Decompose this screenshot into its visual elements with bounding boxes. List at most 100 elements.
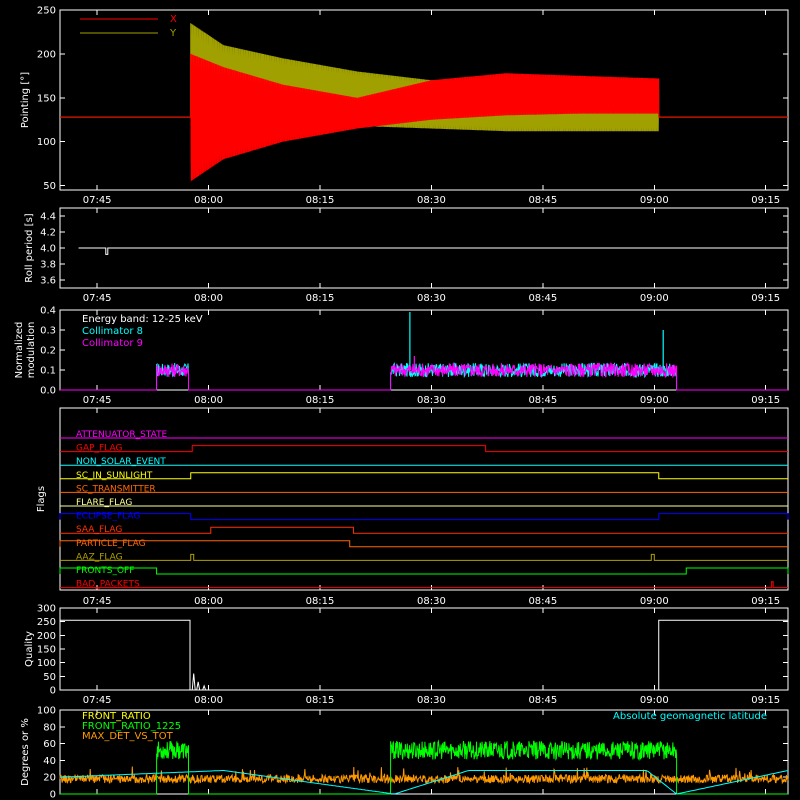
x-tick-label: 07:45 (83, 695, 112, 706)
x-tick-label: 08:00 (194, 695, 223, 706)
x-tick-label: 08:45 (528, 195, 557, 206)
panel-pointing-frame (59, 9, 789, 191)
modulation-series-1 (60, 362, 788, 391)
x-tick-label: 08:15 (306, 195, 335, 206)
y-tick-label: 4.0 (40, 244, 56, 255)
y-tick-label: 100 (37, 706, 56, 717)
panel-ratios-series (59, 710, 789, 795)
x-tick-label: 08:15 (306, 395, 335, 406)
flag-line-saa-flag (60, 526, 788, 534)
panel-roll-xticks: 07:45 08:00 08:15 08:30 08:45 09:00 09:15 (83, 208, 780, 304)
x-tick-label: 09:00 (640, 195, 669, 206)
legend-y-label: Y (169, 28, 177, 39)
flag-label-aaz-flag: AAZ_FLAG (76, 552, 123, 562)
x-tick-label: 09:15 (751, 596, 780, 607)
y-tick-label: 0.3 (40, 326, 56, 337)
x-tick-label: 09:15 (751, 195, 780, 206)
x-tick-label: 08:45 (528, 395, 557, 406)
panel-roll-yticks: 3.6 3.8 4.0 4.2 4.4 (40, 212, 788, 287)
y-tick-label: 300 (37, 604, 56, 615)
ratios-front-ratio-1225-line (60, 739, 788, 795)
y-tick-label: 100 (37, 658, 56, 669)
flag-line-eclipse-flag (59, 513, 789, 521)
roll-period-line (78, 247, 788, 255)
flag-label-particle-flag: PARTICLE_FLAG (76, 539, 146, 549)
pointing-series-x (60, 53, 788, 181)
y-tick-label: 150 (37, 93, 56, 104)
panel-ratios-ylabel: Degrees or % (20, 718, 31, 786)
flag-label-fronts-off: FRONTS_OFF (76, 566, 134, 576)
flag-label-gap-flag: GAP_FLAG (76, 444, 122, 454)
flag-label-saa-flag: SAA_FLAG (76, 525, 122, 535)
panel-roll-series (78, 247, 788, 255)
panel-quality-yticks: 0 50 100 150 200 250 300 (37, 604, 788, 697)
y-tick-label: 200 (37, 631, 56, 642)
panel-flags-series: ATTENUATOR_STATE GAP_FLAG NON_SOLAR_EVENT S… (59, 430, 789, 590)
x-tick-label: 08:30 (417, 596, 446, 607)
flag-line-sc-in-sunlight (60, 472, 788, 480)
y-tick-label: 80 (43, 722, 56, 733)
x-tick-label: 08:45 (528, 596, 557, 607)
flag-line-particle-flag (59, 540, 788, 548)
y-tick-label: 250 (37, 6, 56, 17)
x-tick-label: 07:45 (83, 395, 112, 406)
modulation-legend-collimator8: Collimator 8 (82, 326, 143, 337)
y-tick-label: 60 (43, 739, 56, 750)
x-tick-label: 09:15 (751, 695, 780, 706)
y-tick-label: 200 (37, 49, 56, 60)
x-tick-label: 08:45 (528, 293, 557, 304)
quality-line (60, 619, 788, 691)
panel-pointing-legend: X Y (80, 14, 177, 39)
panel-flags-frame (59, 407, 789, 591)
flag-label-attenuator-state: ATTENUATOR_STATE (76, 430, 168, 440)
panel-modulation-ylabel-1: Normalized (14, 322, 25, 379)
y-tick-label: 150 (37, 645, 56, 656)
y-tick-label: 50 (43, 181, 56, 192)
x-tick-label: 08:30 (417, 293, 446, 304)
y-tick-label: 0 (50, 686, 56, 697)
x-tick-label: 08:00 (194, 195, 223, 206)
y-tick-label: 0.4 (40, 306, 56, 317)
panel-quality-series (60, 619, 788, 691)
y-tick-label: 40 (43, 756, 56, 767)
flag-line-gap-flag (60, 445, 788, 453)
x-tick-label: 08:30 (417, 695, 446, 706)
panel-modulation-xticks: 07:45 08:00 08:15 08:30 08:45 09:00 09:15 (83, 310, 780, 406)
panel-modulation-series (60, 312, 788, 391)
x-tick-label: 08:15 (306, 596, 335, 607)
panel-flags-ylabel: Flags (36, 486, 47, 512)
flag-label-sc-transmitter: SC_TRANSMITTER (76, 484, 156, 494)
ratios-legend-geomag-latitude: Absolute geomagnetic latitude (613, 711, 767, 722)
legend-x-label: X (170, 14, 177, 25)
x-tick-label: 08:15 (306, 293, 335, 304)
y-tick-label: 3.6 (40, 276, 56, 287)
y-tick-label: 100 (37, 137, 56, 148)
flag-line-aaz-flag (60, 553, 788, 561)
x-tick-label: 08:15 (306, 695, 335, 706)
panel-ratios-frame (59, 709, 789, 795)
panel-pointing: Pointing [°] 50 100 150 200 250 07:45 08:00 08… (20, 6, 789, 206)
modulation-legend-collimator9: Collimator 9 (82, 338, 143, 349)
panel-modulation: Normalized modulation 0.0 0.1 0.2 0.3 0.4 07… (14, 306, 789, 406)
panel-pointing-yticks: 50 100 150 200 250 (37, 6, 788, 192)
panel-modulation-ylabel-2: modulation (26, 322, 37, 379)
flag-line-fronts-off (59, 567, 789, 575)
y-tick-label: 3.8 (40, 260, 56, 271)
panel-ratios: Degrees or % 0 20 40 60 80 100 FRONT_RATIO FR… (20, 706, 789, 800)
ratios-geomag-latitude-line (59, 770, 789, 795)
y-tick-label: 0 (50, 790, 56, 800)
ratios-legend-front-ratio-1225: FRONT_RATIO_1225 (82, 721, 181, 732)
y-tick-label: 4.4 (40, 212, 56, 223)
panel-roll-ylabel: Roll period [s] (24, 213, 35, 282)
x-tick-label: 09:15 (751, 395, 780, 406)
y-tick-label: 4.2 (40, 228, 56, 239)
y-tick-label: 0.2 (40, 346, 56, 357)
panel-flags: Flags 07:45 08:00 08:15 08:30 08:45 09:00 09:1… (36, 407, 789, 607)
flag-label-bad-packets: BAD_PACKETS (76, 580, 140, 590)
x-tick-label: 07:45 (83, 596, 112, 607)
x-tick-label: 08:45 (528, 695, 557, 706)
panel-roll-period: Roll period [s] 3.6 3.8 4.0 4.2 4.4 07:45 08:… (24, 207, 789, 304)
ratios-legend-front-ratio: FRONT_RATIO (82, 711, 151, 722)
